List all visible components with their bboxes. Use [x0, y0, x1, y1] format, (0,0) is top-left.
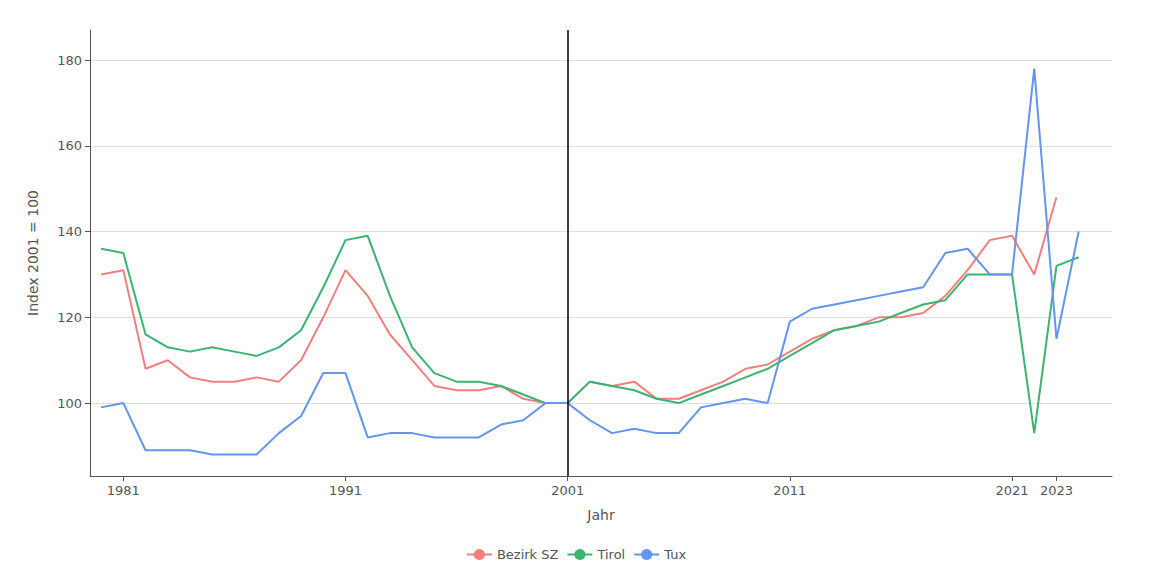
- svg-text:120: 120: [57, 310, 82, 325]
- svg-text:Tux: Tux: [663, 547, 686, 562]
- svg-text:1991: 1991: [329, 483, 362, 498]
- svg-text:Index 2001 = 100: Index 2001 = 100: [25, 190, 41, 316]
- svg-text:2011: 2011: [773, 483, 806, 498]
- svg-text:2021: 2021: [995, 483, 1028, 498]
- svg-text:100: 100: [57, 396, 82, 411]
- svg-text:Bezirk SZ: Bezirk SZ: [497, 547, 559, 562]
- svg-text:Tirol: Tirol: [596, 547, 625, 562]
- svg-text:1981: 1981: [107, 483, 140, 498]
- svg-text:180: 180: [57, 53, 82, 68]
- svg-text:2001: 2001: [551, 483, 584, 498]
- svg-text:160: 160: [57, 138, 82, 153]
- svg-text:Jahr: Jahr: [586, 507, 615, 523]
- svg-text:140: 140: [57, 224, 82, 239]
- svg-text:2023: 2023: [1040, 483, 1073, 498]
